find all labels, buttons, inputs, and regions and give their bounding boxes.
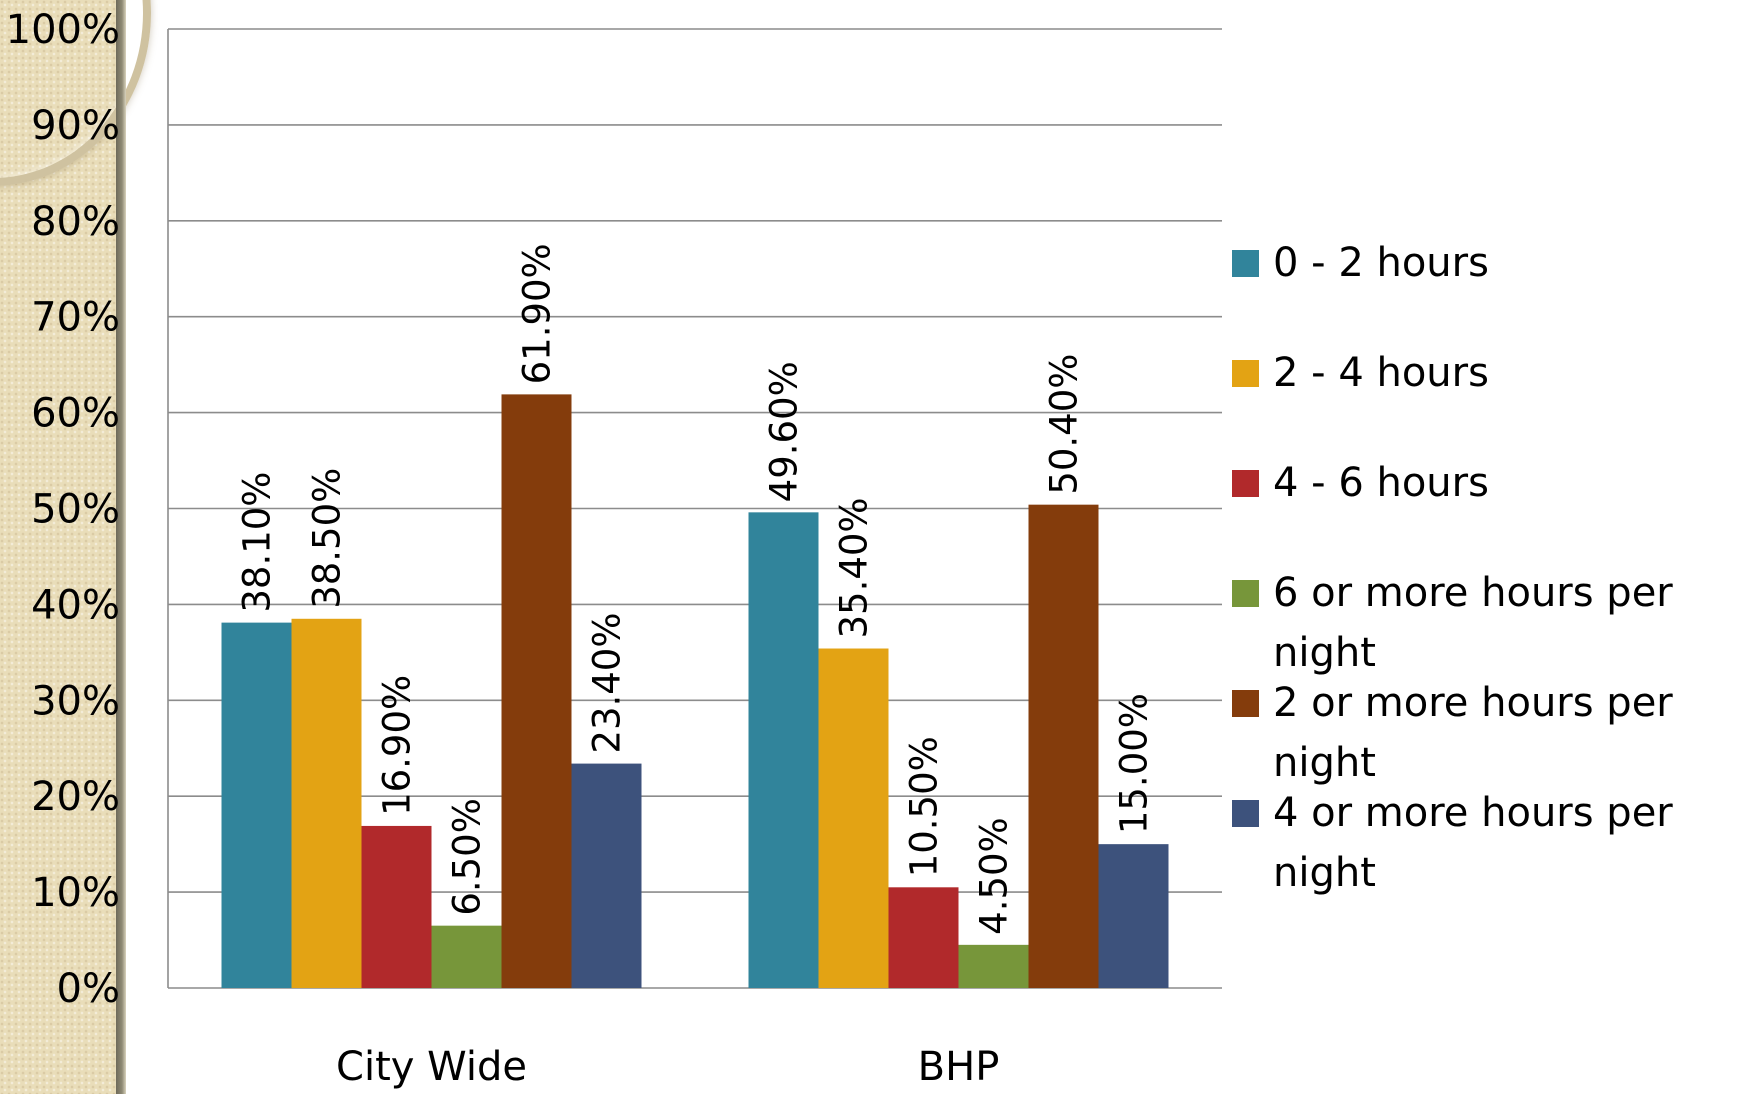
bar-bhp-4-6-hours	[888, 887, 959, 988]
data-label: 49.60%	[763, 361, 806, 502]
legend-label: 6 or more hours per night	[1273, 570, 1673, 676]
legend-swatch	[1232, 470, 1259, 497]
legend: 0 - 2 hours 2 - 4 hours 4 - 6 hours 6 or mo…	[1232, 240, 1673, 896]
y-tick-label: 100%	[6, 7, 120, 53]
y-tick-label: 60%	[31, 391, 120, 437]
decorative-panel-edge	[116, 0, 126, 1094]
y-tick-label: 10%	[31, 870, 120, 916]
data-label: 38.10%	[236, 472, 279, 613]
bar-bhp-6-or-more-hours-per-night	[958, 944, 1029, 988]
data-labels: 38.10% 38.50% 16.90% 6.50% 61.90% 23.40% 49.60…	[236, 243, 1156, 935]
category-label: City Wide	[336, 1044, 527, 1090]
legend-label: 0 - 2 hours	[1273, 240, 1489, 286]
y-tick-label: 70%	[31, 295, 120, 341]
data-label: 61.90%	[516, 243, 559, 384]
legend-swatch	[1232, 800, 1259, 827]
y-tick-label: 40%	[31, 582, 120, 628]
legend-swatch	[1232, 250, 1259, 277]
legend-label: 2 - 4 hours	[1273, 350, 1489, 396]
y-tick-label: 0%	[57, 966, 120, 1012]
data-label: 23.40%	[586, 613, 629, 754]
data-label: 10.50%	[903, 736, 946, 877]
data-label: 15.00%	[1113, 693, 1156, 834]
data-label: 35.40%	[833, 497, 876, 638]
bar-city-wide-0-2-hours	[221, 622, 292, 988]
decorative-side-panel	[0, 0, 151, 1094]
category-label: BHP	[918, 1044, 1000, 1090]
data-label: 38.50%	[306, 468, 349, 609]
category-labels: City Wide BHP	[336, 1044, 999, 1090]
bar-city-wide-2-4-hours	[291, 618, 362, 988]
y-tick-label: 90%	[31, 103, 120, 149]
legend-swatch	[1232, 580, 1259, 607]
legend-label: 2 or more hours per night	[1273, 680, 1673, 786]
legend-label: 4 or more hours per night	[1273, 790, 1673, 896]
bar-city-wide-6-or-more-hours-per-night	[431, 925, 502, 988]
y-tick-label: 30%	[31, 678, 120, 724]
y-tick-label: 50%	[31, 487, 120, 533]
legend-swatch	[1232, 690, 1259, 717]
data-label: 4.50%	[973, 817, 1016, 935]
y-tick-label: 80%	[31, 199, 120, 245]
bar-city-wide-2-or-more-hours-per-night	[501, 394, 572, 988]
y-tick-label: 20%	[31, 774, 120, 820]
data-label: 50.40%	[1043, 354, 1086, 495]
bars	[221, 394, 1169, 988]
bar-bhp-2-or-more-hours-per-night	[1028, 504, 1099, 988]
legend-label: 4 - 6 hours	[1273, 460, 1489, 506]
legend-swatch	[1232, 360, 1259, 387]
bar-city-wide-4-or-more-hours-per-night	[571, 763, 642, 988]
data-label: 16.90%	[376, 675, 419, 816]
bar-bhp-4-or-more-hours-per-night	[1098, 844, 1169, 988]
bar-city-wide-4-6-hours	[361, 825, 432, 988]
bar-bhp-2-4-hours	[818, 648, 889, 988]
data-label: 6.50%	[446, 798, 489, 916]
y-axis-tick-labels: 0% 10% 20% 30% 40% 50% 60% 70% 80% 90% 100%	[6, 7, 120, 1012]
bar-bhp-0-2-hours	[748, 512, 819, 988]
